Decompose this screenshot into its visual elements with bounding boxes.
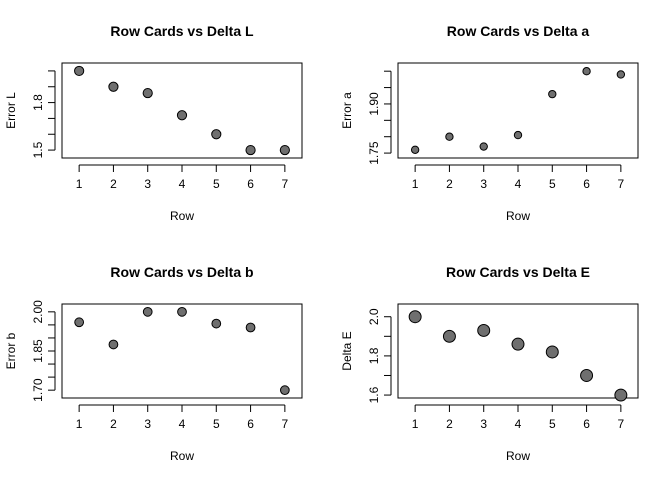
chart-1-title: Row Cards vs Delta L: [110, 23, 254, 39]
chart-1: Row Cards vs Delta L 1 2 3 4 5 6 7 1.5 1.8 Row Erro…: [4, 23, 303, 223]
chart-3-point: [245, 322, 256, 333]
chart-4-y-label: Delta E: [340, 331, 354, 370]
chart-2-x-tick-label: 7: [618, 177, 625, 191]
chart-1-x-tick-label: 4: [179, 177, 186, 191]
chart-4-x-tick-label: 3: [480, 417, 487, 431]
chart-2: Row Cards vs Delta a 1 2 3 4 5 6 7 1.75 1.90 Row Er…: [340, 23, 639, 223]
chart-1-y-tick-label: 1.8: [31, 94, 45, 111]
chart-1-plot-frame: [61, 62, 303, 159]
chart-4-point: [511, 337, 525, 351]
chart-3-y-tick-label: 2.00: [31, 300, 45, 324]
chart-2-x-tick-label: 3: [480, 177, 487, 191]
chart-1-point: [142, 87, 153, 99]
chart-3-point: [108, 339, 119, 350]
chart-1-point: [279, 144, 290, 156]
chart-1-x-tick-label: 7: [282, 177, 289, 191]
chart-3-x-tick-label: 1: [76, 417, 83, 431]
chart-4: Row Cards vs Delta E 1 2 3 4 5 6 7 1.6 1.8 2.0 Row D…: [340, 264, 639, 463]
chart-2-y-tick-label: 1.75: [367, 141, 381, 165]
chart-4-point: [580, 368, 594, 382]
chart-4-point: [477, 323, 491, 337]
chart-3-y-label: Error b: [4, 332, 18, 369]
chart-4-point: [614, 388, 628, 402]
chart-1-x-tick-label: 5: [213, 177, 220, 191]
chart-4-x-tick-label: 5: [549, 417, 556, 431]
chart-2-point: [513, 130, 523, 140]
chart-3-title: Row Cards vs Delta b: [110, 264, 253, 280]
chart-4-point: [408, 310, 422, 324]
chart-2-point: [410, 145, 420, 154]
chart-4-x-label: Row: [506, 449, 530, 463]
chart-4-y-tick-label: 2.0: [367, 308, 381, 325]
chart-2-x-tick-label: 1: [412, 177, 419, 191]
chart-3-point: [74, 317, 85, 328]
chart-2-x-tick-label: 4: [515, 177, 522, 191]
chart-3-x-tick-label: 3: [144, 417, 151, 431]
chart-3-y-tick-label: 1.85: [31, 339, 45, 363]
chart-2-point: [582, 67, 591, 76]
chart-2-point: [445, 132, 454, 141]
chart-3-x-tick-label: 2: [110, 417, 117, 431]
chart-2-point: [548, 89, 557, 99]
chart-2-point: [479, 142, 488, 151]
chart-1-x-tick-label: 2: [110, 177, 117, 191]
chart-3-y-tick-label: 1.70: [31, 378, 45, 402]
chart-2-point: [616, 70, 626, 79]
chart-4-point: [442, 329, 456, 343]
chart-1-point: [245, 144, 256, 156]
chart-3-x-tick-label: 4: [179, 417, 186, 431]
chart-2-plot-frame: [397, 62, 639, 159]
chart-1-x-label: Row: [170, 209, 194, 223]
chart-4-x-tick-label: 4: [515, 417, 522, 431]
chart-3: Row Cards vs Delta b 1 2 3 4 5 6 7 1.70 1.85 2.00 R…: [4, 264, 303, 463]
chart-1-point: [211, 129, 222, 140]
chart-2-x-tick-label: 2: [446, 177, 453, 191]
chart-3-point: [142, 306, 153, 317]
chart-3-x-tick-label: 6: [247, 417, 254, 431]
chart-2-x-tick-label: 6: [583, 177, 590, 191]
chart-2-y-label: Error a: [340, 92, 354, 129]
chart-3-point: [177, 306, 187, 317]
chart-1-point: [108, 81, 119, 92]
chart-2-x-tick-label: 5: [549, 177, 556, 191]
chart-3-x-tick-label: 7: [282, 417, 289, 431]
chart-4-x-tick-label: 2: [446, 417, 453, 431]
chart-2-x-label: Row: [506, 209, 530, 223]
chart-4-title: Row Cards vs Delta E: [446, 264, 590, 280]
chart-1-y-label: Error L: [4, 92, 18, 129]
chart-4-x-tick-label: 1: [412, 417, 419, 431]
chart-4-x-tick-label: 7: [618, 417, 625, 431]
chart-4-x-tick-label: 6: [583, 417, 590, 431]
chart-1-point: [176, 110, 188, 121]
chart-4-y-tick-label: 1.6: [367, 386, 381, 403]
chart-3-point: [279, 385, 290, 396]
chart-1-x-tick-label: 6: [247, 177, 254, 191]
chart-1-y-tick-label: 1.5: [31, 141, 45, 158]
chart-1-point: [74, 65, 85, 77]
chart-3-point: [211, 318, 222, 329]
chart-3-x-label: Row: [170, 449, 194, 463]
chart-3-x-tick-label: 5: [213, 417, 220, 431]
chart-1-x-tick-label: 1: [76, 177, 83, 191]
chart-3-plot-frame: [61, 303, 303, 399]
chart-2-y-tick-label: 1.90: [367, 92, 381, 116]
chart-1-x-tick-label: 3: [144, 177, 151, 191]
chart-4-plot-frame: [397, 303, 639, 399]
chart-2-title: Row Cards vs Delta a: [447, 23, 590, 39]
chart-4-point: [545, 345, 559, 359]
chart-4-y-tick-label: 1.8: [367, 347, 381, 364]
